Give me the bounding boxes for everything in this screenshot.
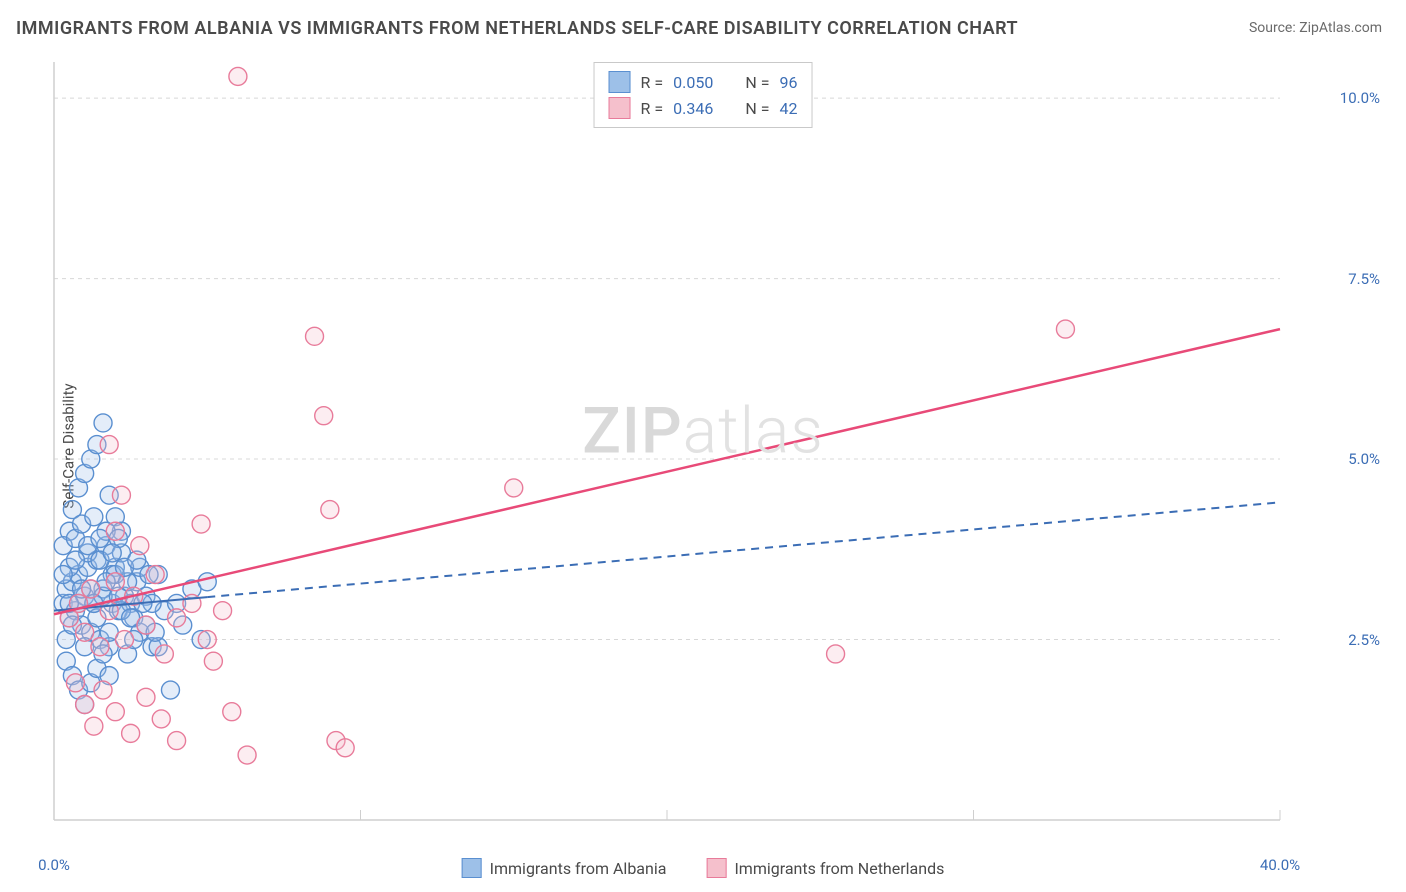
r-value: 0.346 bbox=[673, 99, 713, 118]
scatter-point bbox=[168, 609, 186, 627]
scatter-point bbox=[229, 67, 247, 85]
chart-title: IMMIGRANTS FROM ALBANIA VS IMMIGRANTS FR… bbox=[16, 18, 1018, 39]
y-tick-label: 7.5% bbox=[1348, 270, 1380, 288]
legend-swatch bbox=[609, 71, 631, 93]
scatter-point bbox=[198, 573, 216, 591]
scatter-point bbox=[238, 746, 256, 764]
r-label: R = bbox=[641, 73, 664, 92]
scatter-point bbox=[321, 501, 339, 519]
n-label: N = bbox=[745, 99, 769, 118]
scatter-point bbox=[214, 602, 232, 620]
scatter-point bbox=[137, 688, 155, 706]
y-tick-label: 10.0% bbox=[1340, 89, 1380, 107]
legend-item: Immigrants from Netherlands bbox=[706, 858, 944, 878]
legend-swatch bbox=[462, 858, 482, 878]
n-label: N = bbox=[745, 73, 769, 92]
scatter-point bbox=[315, 407, 333, 425]
x-tick-label: 40.0% bbox=[1260, 856, 1300, 874]
scatter-point bbox=[204, 652, 222, 670]
n-value: 42 bbox=[779, 99, 797, 118]
scatter-point bbox=[66, 551, 84, 569]
scatter-point bbox=[505, 479, 523, 497]
scatter-point bbox=[76, 623, 94, 641]
stats-row: R = 0.346 N = 42 bbox=[609, 95, 798, 121]
legend-swatch bbox=[706, 858, 726, 878]
source-value: ZipAtlas.com bbox=[1299, 20, 1382, 36]
scatter-point bbox=[66, 674, 84, 692]
trend-line bbox=[54, 329, 1280, 614]
n-value: 96 bbox=[779, 73, 797, 92]
bottom-legend: Immigrants from Albania Immigrants from … bbox=[462, 858, 945, 878]
scatter-point bbox=[100, 436, 118, 454]
scatter-point bbox=[223, 703, 241, 721]
scatter-point bbox=[168, 732, 186, 750]
scatter-point bbox=[115, 631, 133, 649]
scatter-point bbox=[161, 681, 179, 699]
scatter-point bbox=[106, 573, 124, 591]
y-tick-label: 2.5% bbox=[1348, 631, 1380, 649]
scatter-plot bbox=[50, 60, 1350, 830]
scatter-point bbox=[1056, 320, 1074, 338]
stats-row: R = 0.050 N = 96 bbox=[609, 69, 798, 95]
legend-label: Immigrants from Netherlands bbox=[734, 859, 944, 878]
scatter-point bbox=[106, 522, 124, 540]
scatter-point bbox=[94, 681, 112, 699]
r-value: 0.050 bbox=[673, 73, 713, 92]
scatter-point bbox=[827, 645, 845, 663]
source-attribution: Source: ZipAtlas.com bbox=[1249, 20, 1382, 36]
scatter-point bbox=[54, 566, 72, 584]
scatter-point bbox=[146, 566, 164, 584]
scatter-point bbox=[192, 515, 210, 533]
scatter-point bbox=[103, 544, 121, 562]
scatter-point bbox=[306, 327, 324, 345]
trend-line bbox=[207, 502, 1280, 597]
scatter-point bbox=[155, 645, 173, 663]
scatter-point bbox=[152, 710, 170, 728]
r-label: R = bbox=[641, 99, 664, 118]
legend-swatch bbox=[609, 97, 631, 119]
scatter-point bbox=[85, 508, 103, 526]
scatter-point bbox=[122, 724, 140, 742]
scatter-point bbox=[76, 695, 94, 713]
scatter-point bbox=[112, 486, 130, 504]
scatter-point bbox=[85, 717, 103, 735]
scatter-point bbox=[137, 616, 155, 634]
scatter-point bbox=[94, 414, 112, 432]
legend-label: Immigrants from Albania bbox=[490, 859, 667, 878]
scatter-point bbox=[82, 580, 100, 598]
scatter-point bbox=[198, 631, 216, 649]
scatter-point bbox=[131, 537, 149, 555]
x-tick-label: 0.0% bbox=[38, 856, 70, 874]
legend-item: Immigrants from Albania bbox=[462, 858, 667, 878]
correlation-stats-box: R = 0.050 N = 96 R = 0.346 N = 42 bbox=[594, 62, 813, 128]
source-label: Source: bbox=[1249, 20, 1296, 36]
scatter-point bbox=[336, 739, 354, 757]
scatter-point bbox=[106, 703, 124, 721]
scatter-point bbox=[91, 638, 109, 656]
y-tick-label: 5.0% bbox=[1348, 450, 1380, 468]
